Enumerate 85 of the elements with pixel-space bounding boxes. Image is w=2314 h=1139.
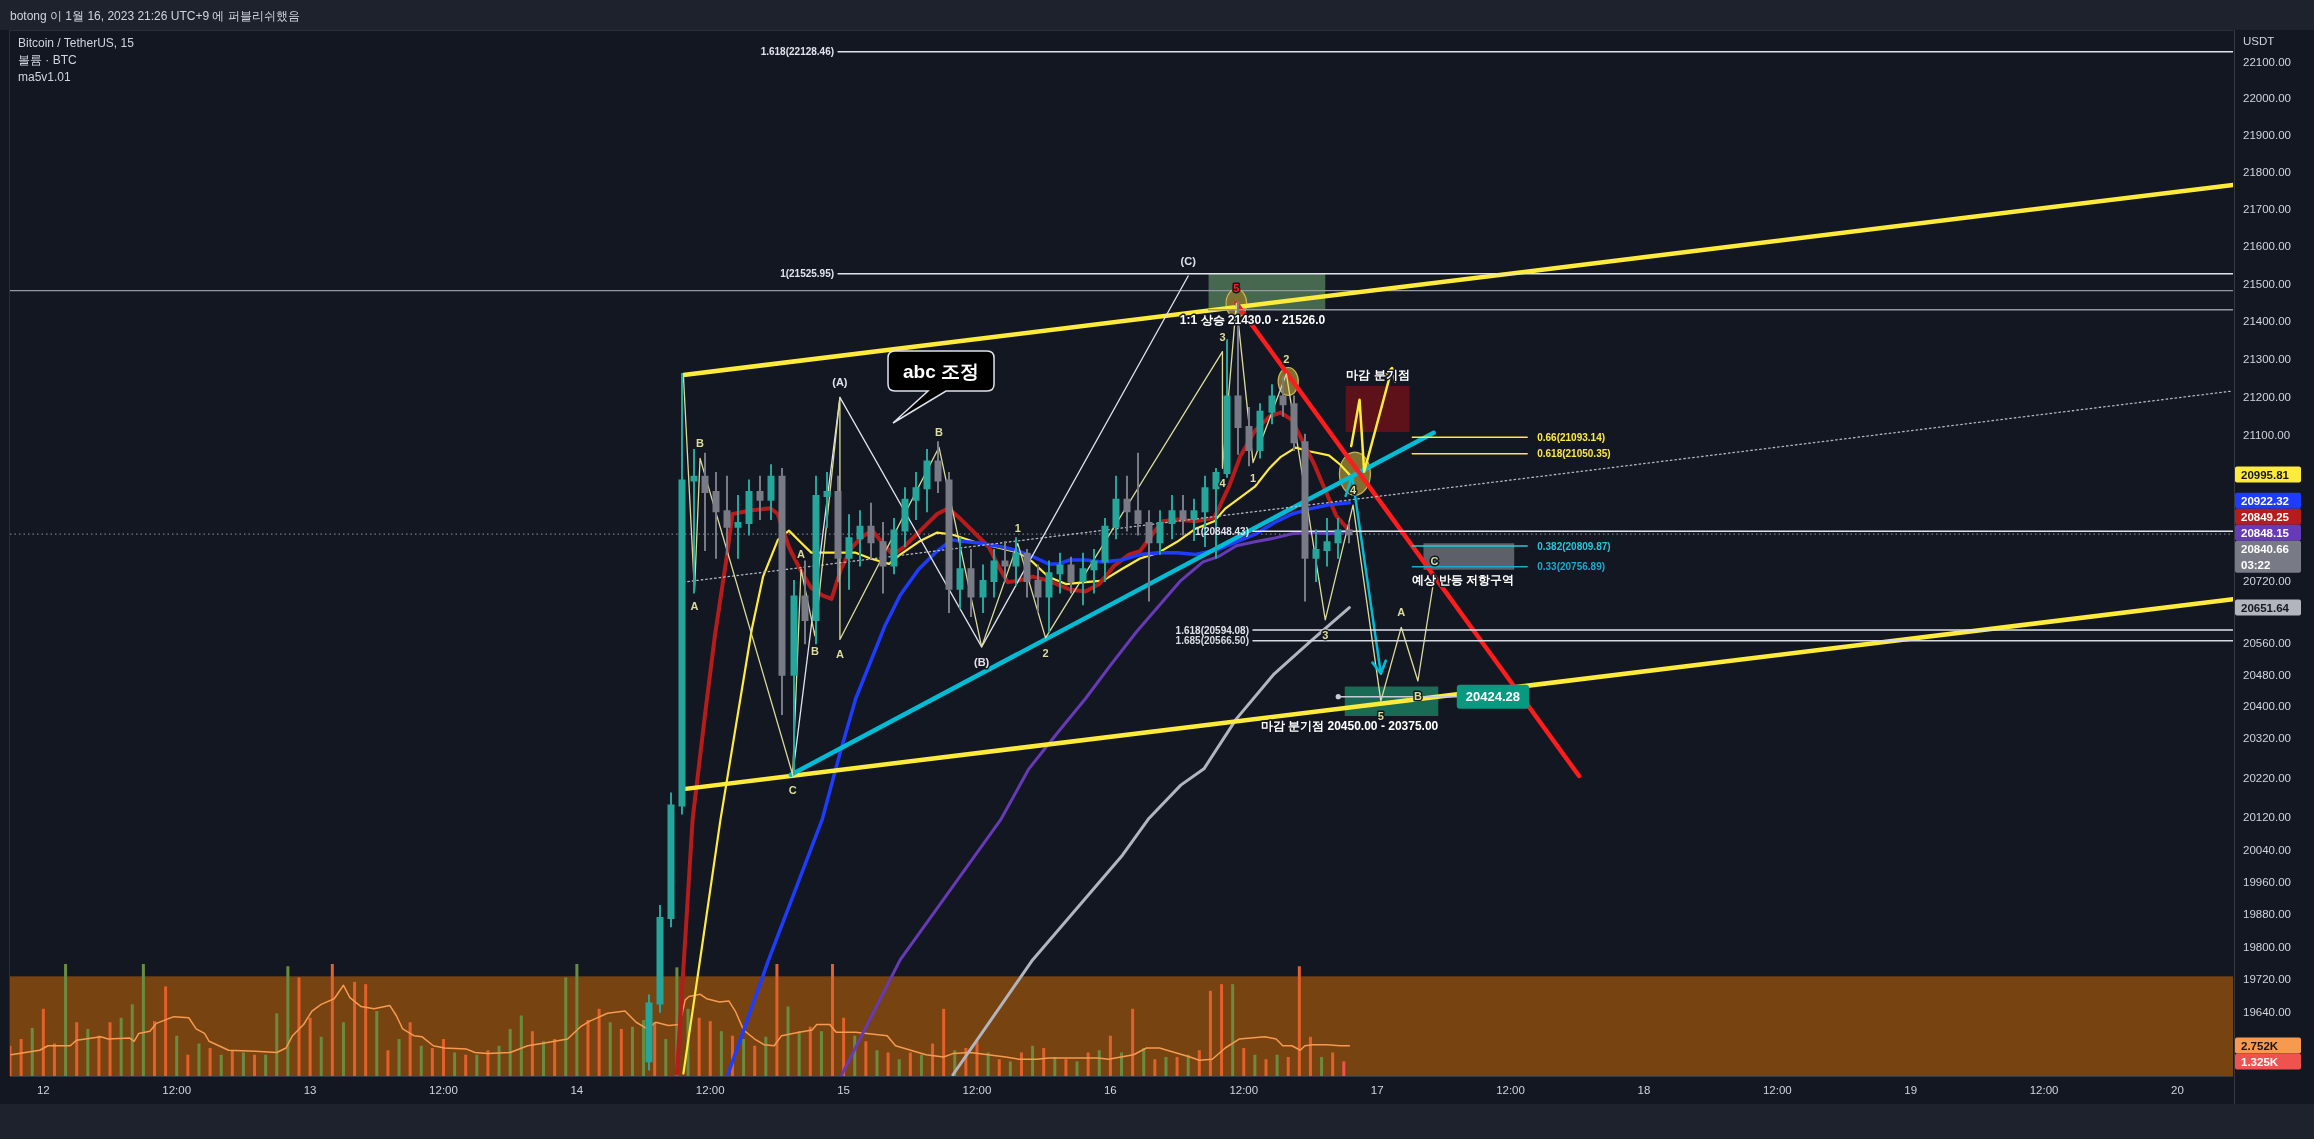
annotation: abc 조정 xyxy=(903,360,980,382)
x-tick-label: 20 xyxy=(2171,1084,2184,1096)
y-tick-label: 20220.00 xyxy=(2243,771,2291,784)
y-tick-label: 20480.00 xyxy=(2243,668,2291,681)
y-axis-title: USDT xyxy=(2243,35,2275,47)
y-tick-label: 20560.00 xyxy=(2243,637,2291,650)
annotation: ma5v1.01 xyxy=(18,70,72,84)
annotation: A xyxy=(835,648,844,661)
x-tick-label: 17 xyxy=(1370,1084,1384,1096)
y-tick-label: 21200.00 xyxy=(2243,390,2291,403)
annotation: B xyxy=(935,426,944,439)
series-label: 0.66(21093.14) xyxy=(1537,431,1606,443)
annotation: 3 xyxy=(1219,330,1226,343)
y-tick-label: 19720.00 xyxy=(2243,973,2291,986)
text: botong 이 1월 16, 2023 21:26 UTC+9 에 퍼블리쉬했음 xyxy=(10,8,300,23)
y-tick-label: 20400.00 xyxy=(2243,700,2291,713)
y-tick-label: 21100.00 xyxy=(2243,428,2291,441)
annotation: (C) xyxy=(1180,255,1197,268)
y-tick-label: 22100.00 xyxy=(2243,55,2291,68)
text: Bitcoin / TetherUS, 15 xyxy=(18,36,135,50)
text: 1.325K xyxy=(2241,1055,2279,1068)
y-tick-label: 21800.00 xyxy=(2243,165,2291,178)
y-tick-label: 21300.00 xyxy=(2243,352,2291,365)
text: 20995.81 xyxy=(2241,468,2290,481)
y-tick-label: 21400.00 xyxy=(2243,315,2291,328)
y-tick-label: 19960.00 xyxy=(2243,875,2291,888)
x-tick-label: 12:00 xyxy=(2029,1084,2059,1096)
annotation: 3 xyxy=(1322,628,1329,641)
series-label: 0.33(20756.89) xyxy=(1537,561,1606,573)
y-tick-label: 21600.00 xyxy=(2243,240,2291,253)
x-tick-label: 18 xyxy=(1637,1084,1651,1096)
series-label: 0.382(20809.87) xyxy=(1537,540,1611,552)
text: 20922.32 xyxy=(2241,494,2289,507)
x-tick-label: 14 xyxy=(570,1084,584,1096)
x-tick-label: 19 xyxy=(1904,1084,1918,1096)
series-label: 1(21525.95) xyxy=(780,268,835,280)
x-tick-label: 12:00 xyxy=(1762,1084,1792,1096)
series-label: 1.685(20566.50) xyxy=(1175,635,1250,647)
annotation: 20424.28 xyxy=(1465,689,1521,705)
text: 20849.25 xyxy=(2241,510,2290,523)
y-tick-label: 20720.00 xyxy=(2243,574,2291,587)
x-tick-label: 12:00 xyxy=(1496,1084,1525,1096)
y-tick-label: 19800.00 xyxy=(2243,940,2291,953)
x-tick-label: 12:00 xyxy=(962,1084,992,1096)
x-tick-label: 12:00 xyxy=(162,1084,192,1096)
text: 2.752K xyxy=(2241,1039,2279,1052)
y-tick-label: 19640.00 xyxy=(2243,1005,2291,1018)
x-tick-label: 12:00 xyxy=(1229,1084,1259,1096)
ref-line-label: 20840.66 03:22 xyxy=(2241,542,2289,571)
annotation: 1 xyxy=(1014,522,1021,535)
y-tick-label: 21500.00 xyxy=(2243,277,2291,290)
y-tick-label: 21900.00 xyxy=(2243,129,2291,142)
annotation: A xyxy=(797,548,806,561)
annotation: (B) xyxy=(974,655,990,668)
annotation: A xyxy=(1397,606,1406,619)
y-tick-label: 22000.00 xyxy=(2243,92,2291,105)
x-tick-label: 12:00 xyxy=(429,1084,458,1096)
y-tick-label: 20320.00 xyxy=(2243,731,2291,744)
y-tick-label: 20040.00 xyxy=(2243,843,2291,856)
annotation: (A) xyxy=(832,376,848,389)
x-tick-label: 12:00 xyxy=(695,1084,725,1096)
annotation: B xyxy=(1413,690,1422,703)
x-tick-label: 13 xyxy=(303,1084,317,1096)
series-label: 1.618(20594.08) xyxy=(1175,624,1250,636)
annotation: 1 xyxy=(1249,471,1257,484)
annotation: B xyxy=(696,437,705,450)
annotation: 2 xyxy=(1283,352,1290,365)
annotation: 4 xyxy=(1219,477,1227,490)
y-tick-label: 20120.00 xyxy=(2243,811,2291,824)
annotation: 2 xyxy=(1042,646,1049,659)
annotation: 5 xyxy=(1233,282,1240,295)
annotation: B xyxy=(810,644,819,657)
series-label: 0.618(21050.35) xyxy=(1537,448,1611,460)
x-tick-label: 16 xyxy=(1103,1084,1117,1096)
annotation: C xyxy=(788,783,797,796)
text: 20651.64 xyxy=(2241,601,2290,614)
annotation: C xyxy=(1430,554,1439,567)
series-label: 1.618(22128.46) xyxy=(760,46,835,58)
y-tick-label: 21700.00 xyxy=(2243,203,2291,215)
y-tick-label: 19880.00 xyxy=(2243,908,2291,921)
annotation: 볼륨 · BTC xyxy=(18,53,77,67)
text: 20848.15 xyxy=(2241,526,2290,539)
x-tick-label: 15 xyxy=(837,1084,851,1096)
x-tick-label: 12 xyxy=(36,1084,50,1096)
annotation: A xyxy=(690,600,699,613)
